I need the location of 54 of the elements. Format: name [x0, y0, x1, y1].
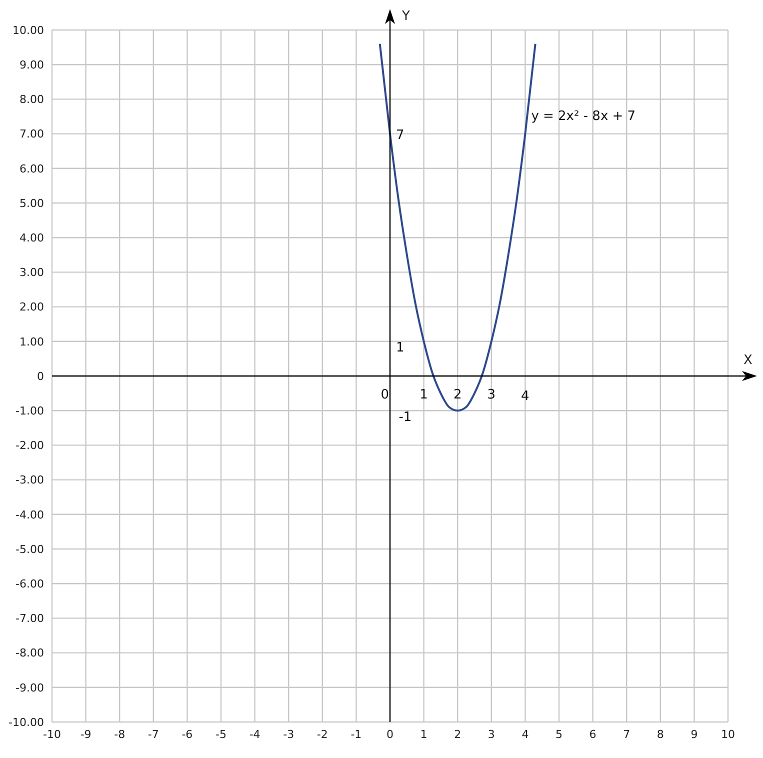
y-tick-label: -3.00: [16, 474, 44, 487]
x-tick-label: -4: [249, 728, 260, 741]
line-series: [378, 42, 536, 412]
y-tick-label: 1.00: [20, 335, 44, 348]
y-tick-label: -8.00: [16, 646, 44, 660]
y-tick-label: 5.00: [20, 196, 44, 210]
x-tick-label: 7: [623, 728, 630, 741]
annotation: 1: [396, 340, 404, 356]
x-tick-label: 5: [556, 728, 562, 741]
x-tick-label: -2: [316, 728, 328, 741]
y-tick-label: 6.00: [20, 162, 44, 176]
y-axis-title: Y: [401, 9, 410, 24]
x-tick-label: 4: [522, 728, 529, 741]
y-tick-label: -5.00: [16, 542, 44, 556]
y-tick-label: 0: [37, 370, 44, 383]
y-tick-label: -4.00: [16, 508, 44, 522]
y-tick-label: 3.00: [20, 266, 44, 280]
x-tick-label: 6: [589, 728, 596, 741]
annotation: 4: [521, 389, 530, 404]
x-tick-label: 10: [721, 728, 735, 741]
y-tick-label: -6.00: [16, 578, 44, 591]
y-tick-label: 7.00: [20, 128, 44, 141]
x-tick-label: -1: [350, 728, 362, 741]
x-tick-label: -9: [80, 728, 92, 741]
y-tick-label: 8.00: [20, 93, 44, 106]
x-tick-label: 3: [488, 728, 495, 741]
x-tick-label: 0: [386, 728, 394, 741]
annotation: y = 2x² - 8x + 7: [531, 108, 636, 124]
annotation: -1: [398, 410, 412, 425]
y-tick-label: -1.00: [16, 404, 44, 418]
y-tick-label: 4.00: [20, 232, 44, 245]
y-tick-label: 10.00: [12, 24, 44, 37]
annotation: 2: [453, 387, 462, 402]
annotation: 0: [380, 387, 390, 402]
y-tick-label: -7.00: [16, 612, 44, 626]
y-tick-label: -2.00: [16, 439, 44, 452]
x-tick-label: -8: [114, 728, 126, 741]
x-tick-label: -5: [216, 728, 226, 741]
y-tick-label: -10.00: [8, 716, 44, 729]
y-tick-label: 9.00: [20, 58, 44, 72]
y-tick-label: 2.00: [20, 300, 44, 314]
annotation: 7: [396, 128, 404, 143]
x-tick-label: -7: [148, 728, 159, 741]
x-tick-label: 9: [690, 728, 698, 741]
x-tick-label: 2: [454, 728, 462, 741]
x-axis-title: X: [744, 353, 753, 368]
x-tick-label: -6: [182, 728, 193, 741]
annotation: 1: [420, 387, 428, 402]
annotation: 3: [487, 387, 496, 402]
x-tick-label: 1: [420, 728, 428, 741]
x-tick-label: -10: [43, 728, 61, 741]
x-tick-label: -3: [283, 728, 294, 741]
y-tick-label: -9.00: [16, 681, 44, 694]
x-tick-label: 8: [656, 728, 664, 741]
